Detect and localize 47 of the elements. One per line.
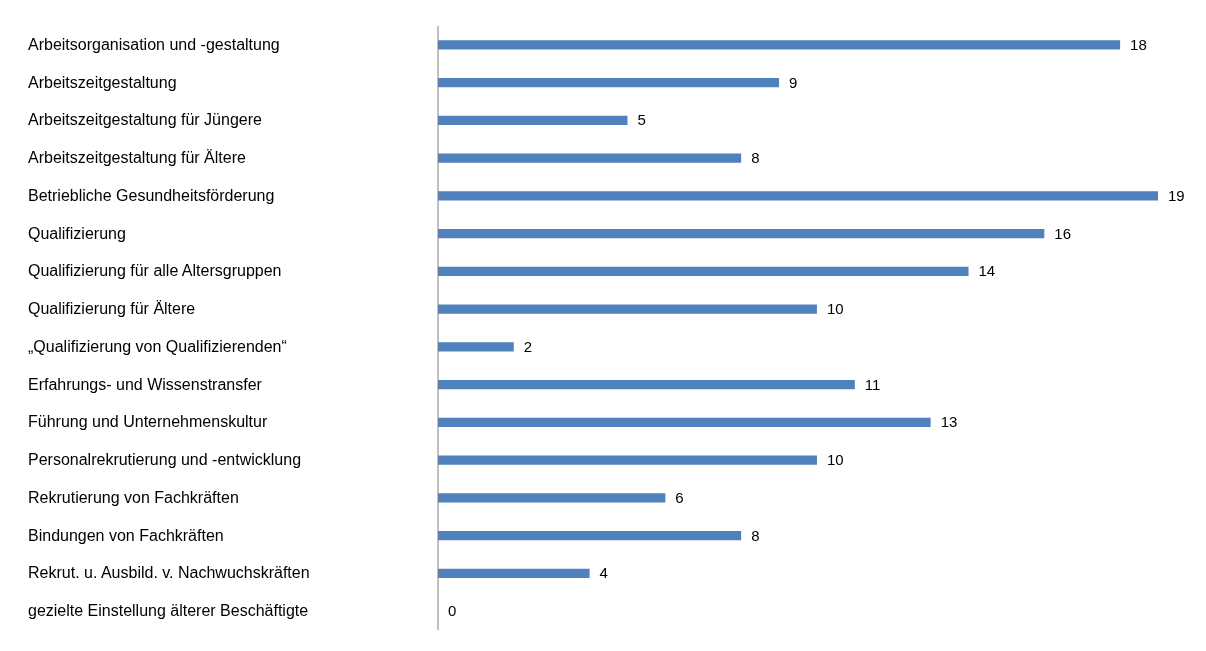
data-label: 13 bbox=[940, 413, 958, 431]
y-tick-label: Arbeitszeitgestaltung für Jüngere bbox=[28, 111, 263, 129]
data-label: 2 bbox=[523, 337, 533, 355]
data-label: 11 bbox=[864, 375, 881, 393]
y-tick-label: gezielte Einstellung älterer Beschäftigte bbox=[28, 602, 309, 620]
y-tick-label: Arbeitszeitgestaltung für Ältere bbox=[28, 149, 246, 167]
bar bbox=[438, 568, 590, 578]
data-label: 19 bbox=[1168, 186, 1185, 204]
y-tick-label: Erfahrungs- und Wissenstransfer bbox=[28, 375, 263, 393]
y-tick-label: „Qualifizierung von Qualifizierenden“ bbox=[28, 337, 287, 355]
y-tick-label: Rekrut. u. Ausbild. v. Nachwuchskräften bbox=[28, 564, 310, 582]
bar bbox=[438, 115, 628, 125]
y-tick-label: Betriebliche Gesundheitsförderung bbox=[28, 186, 275, 204]
bar bbox=[438, 493, 666, 503]
y-tick-label: Arbeitsorganisation und -gestaltung bbox=[28, 35, 280, 53]
data-label: 16 bbox=[1054, 224, 1071, 242]
bar bbox=[438, 455, 817, 465]
y-tick-label: Arbeitszeitgestaltung bbox=[28, 73, 177, 91]
bar bbox=[438, 380, 855, 390]
bar bbox=[438, 266, 969, 276]
data-label: 18 bbox=[1130, 35, 1147, 53]
data-label: 6 bbox=[675, 488, 684, 506]
bar bbox=[438, 78, 780, 88]
data-label: 8 bbox=[751, 149, 760, 167]
data-label: 10 bbox=[826, 300, 844, 318]
y-tick-label: Qualifizierung für Ältere bbox=[28, 300, 196, 318]
bar bbox=[438, 304, 817, 314]
y-tick-label: Personalrekrutierung und -entwicklung bbox=[28, 451, 302, 469]
bar bbox=[438, 531, 742, 541]
data-label: 14 bbox=[978, 262, 996, 280]
bar bbox=[438, 229, 1045, 239]
y-tick-label: Rekrutierung von Fachkräften bbox=[28, 488, 239, 506]
y-tick-label: Führung und Unternehmenskultur bbox=[28, 413, 268, 431]
bar bbox=[438, 153, 742, 163]
y-tick-label: Qualifizierung bbox=[28, 224, 126, 242]
data-label: 10 bbox=[826, 451, 844, 469]
data-label: 8 bbox=[751, 526, 760, 544]
bar bbox=[438, 191, 1158, 201]
data-label: 0 bbox=[448, 602, 457, 620]
data-label: 5 bbox=[637, 111, 646, 129]
y-tick-label: Bindungen von Fachkräften bbox=[28, 526, 224, 544]
bar bbox=[438, 417, 931, 427]
y-tick-label: Qualifizierung für alle Altersgruppen bbox=[28, 262, 282, 280]
data-label: 9 bbox=[789, 73, 798, 91]
bar bbox=[438, 40, 1121, 50]
data-label: 4 bbox=[599, 564, 608, 582]
bar bbox=[438, 342, 514, 352]
